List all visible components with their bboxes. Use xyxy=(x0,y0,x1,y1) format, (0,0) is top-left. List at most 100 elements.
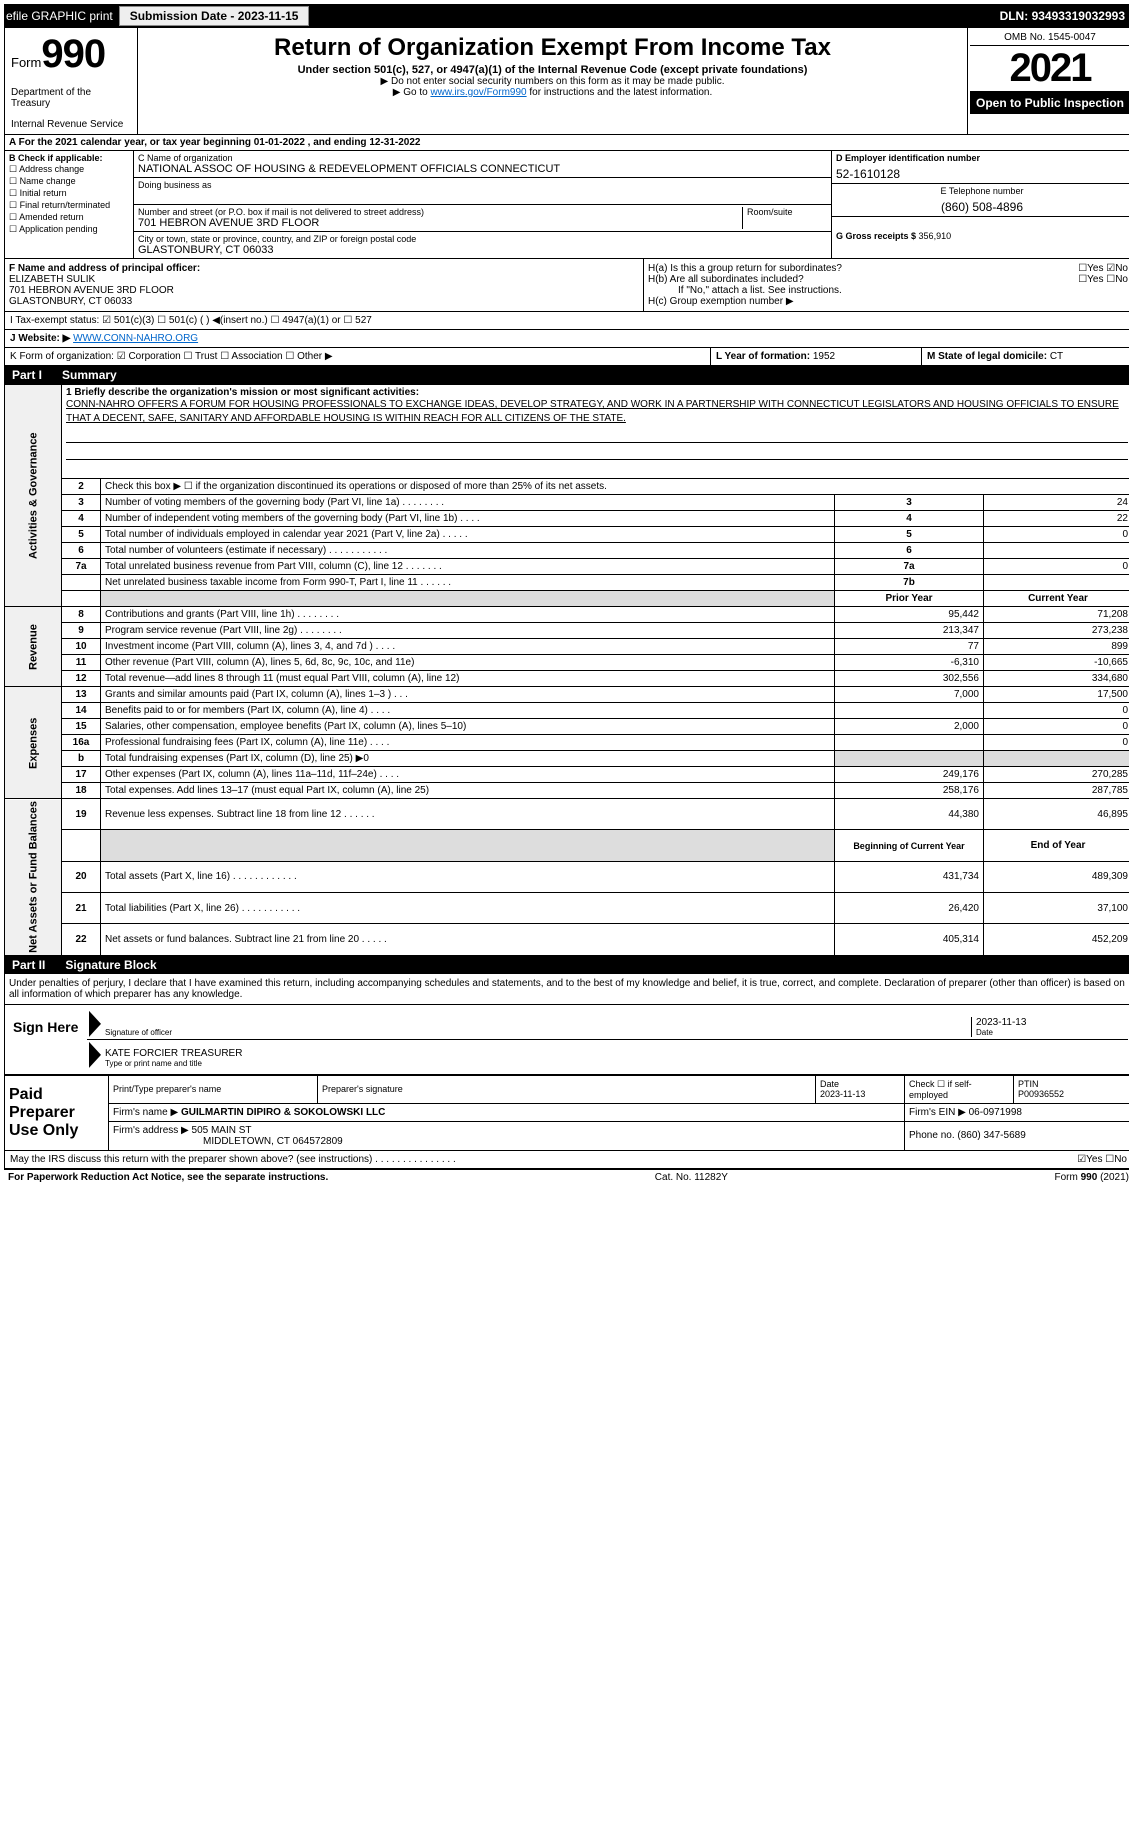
line-7b-value xyxy=(984,575,1129,591)
dept-label: Department of the Treasury xyxy=(11,87,131,109)
discuss-answer: ☑Yes ☐No xyxy=(1072,1151,1129,1168)
gross-label: G Gross receipts $ xyxy=(836,231,919,241)
section-revenue: Revenue xyxy=(5,607,62,687)
dba-label: Doing business as xyxy=(138,180,827,190)
footer-mid: Cat. No. 11282Y xyxy=(655,1172,728,1183)
j-website-row: J Website: ▶ WWW.CONN-NAHRO.ORG xyxy=(5,330,1129,347)
section-net-assets: Net Assets or Fund Balances xyxy=(5,799,62,956)
line-9-text: Program service revenue (Part VIII, line… xyxy=(101,623,835,639)
city-label: City or town, state or province, country… xyxy=(138,234,827,244)
irs-label: Internal Revenue Service xyxy=(11,119,131,130)
hb-answer: ☐Yes ☐No xyxy=(1078,274,1128,285)
mission-text: CONN-NAHRO OFFERS A FORUM FOR HOUSING PR… xyxy=(66,398,1128,426)
prior-year-header: Prior Year xyxy=(835,591,984,607)
line-7a-text: Total unrelated business revenue from Pa… xyxy=(101,559,835,575)
tel-label: E Telephone number xyxy=(836,186,1128,196)
officer-name-title: KATE FORCIER TREASURER xyxy=(105,1048,1126,1059)
line-8-prior: 95,442 xyxy=(835,607,984,623)
current-year-header: Current Year xyxy=(984,591,1129,607)
name-title-label: Type or print name and title xyxy=(105,1059,1126,1068)
instructions-link[interactable]: www.irs.gov/Form990 xyxy=(430,87,526,98)
col-b-checkboxes: B Check if applicable: ☐ Address change … xyxy=(5,151,134,258)
block-bcd: B Check if applicable: ☐ Address change … xyxy=(4,151,1129,259)
penalties-statement: Under penalties of perjury, I declare th… xyxy=(4,974,1129,1005)
ein-value: 52-1610128 xyxy=(836,167,1128,181)
line-8-text: Contributions and grants (Part VIII, lin… xyxy=(101,607,835,623)
form-note-2: ▶ Go to www.irs.gov/Form990 for instruct… xyxy=(142,87,963,98)
org-address: 701 HEBRON AVENUE 3RD FLOOR xyxy=(138,217,742,229)
sig-officer-label: Signature of officer xyxy=(105,1028,971,1037)
i-tax-exempt-row: I Tax-exempt status: ☑ 501(c)(3) ☐ 501(c… xyxy=(5,312,1129,329)
col-d-ein-tel: D Employer identification number 52-1610… xyxy=(831,151,1129,258)
check-application-pending[interactable]: ☐ Application pending xyxy=(9,224,129,235)
officer-addr2: GLASTONBURY, CT 06033 xyxy=(9,296,639,307)
firm-city: MIDDLETOWN, CT 064572809 xyxy=(203,1136,343,1147)
officer-name: ELIZABETH SULIK xyxy=(9,274,639,285)
part-2-header: Part II Signature Block xyxy=(4,956,1129,974)
form-title: Return of Organization Exempt From Incom… xyxy=(142,34,963,62)
omb-number: OMB No. 1545-0047 xyxy=(970,30,1129,46)
paid-preparer-table: Paid Preparer Use Only Print/Type prepar… xyxy=(4,1075,1129,1151)
officer-addr1: 701 HEBRON AVENUE 3RD FLOOR xyxy=(9,285,639,296)
summary-table: Activities & Governance 1 Briefly descri… xyxy=(4,384,1129,956)
line-4-text: Number of independent voting members of … xyxy=(101,511,835,527)
self-employed-check[interactable]: Check ☐ if self-employed xyxy=(905,1075,1014,1103)
line-5-value: 0 xyxy=(984,527,1129,543)
form-number: Form990 xyxy=(11,32,131,77)
addr-label: Number and street (or P.O. box if mail i… xyxy=(138,207,742,217)
line-7a-value: 0 xyxy=(984,559,1129,575)
check-final-return[interactable]: ☐ Final return/terminated xyxy=(9,200,129,211)
firm-address: 505 MAIN ST xyxy=(192,1125,252,1136)
beginning-year-header: Beginning of Current Year xyxy=(835,830,984,861)
end-year-header: End of Year xyxy=(984,830,1129,861)
prep-date-value: 2023-11-13 xyxy=(820,1089,865,1099)
line-19-text: Revenue less expenses. Subtract line 18 … xyxy=(101,799,835,830)
line-20-text: Total assets (Part X, line 16) . . . . .… xyxy=(101,861,835,892)
website-link[interactable]: WWW.CONN-NAHRO.ORG xyxy=(73,333,198,344)
line-10-text: Investment income (Part VIII, column (A)… xyxy=(101,639,835,655)
prep-sig-header: Preparer's signature xyxy=(318,1075,816,1103)
submission-date-button[interactable]: Submission Date - 2023-11-15 xyxy=(119,6,310,26)
m-state-domicile: M State of legal domicile: CT xyxy=(922,348,1129,365)
org-name-label: C Name of organization xyxy=(138,153,827,163)
ha-question: H(a) Is this a group return for subordin… xyxy=(648,263,842,274)
line-3-value: 24 xyxy=(984,495,1129,511)
paid-preparer-label: Paid Preparer Use Only xyxy=(5,1075,109,1150)
line-6-text: Total number of volunteers (estimate if … xyxy=(101,543,835,559)
efile-label: efile GRAPHIC print xyxy=(6,9,113,23)
line-14-text: Benefits paid to or for members (Part IX… xyxy=(101,703,835,719)
line-5-text: Total number of individuals employed in … xyxy=(101,527,835,543)
footer-left: For Paperwork Reduction Act Notice, see … xyxy=(8,1172,328,1183)
line-11-text: Other revenue (Part VIII, column (A), li… xyxy=(101,655,835,671)
line-21-text: Total liabilities (Part X, line 26) . . … xyxy=(101,893,835,924)
tax-year: 2021 xyxy=(970,46,1129,92)
check-address-change[interactable]: ☐ Address change xyxy=(9,164,129,175)
firm-phone: (860) 347-5689 xyxy=(957,1130,1025,1141)
line-2-text: Check this box ▶ ☐ if the organization d… xyxy=(101,479,1129,495)
check-initial-return[interactable]: ☐ Initial return xyxy=(9,188,129,199)
line-17-text: Other expenses (Part IX, column (A), lin… xyxy=(101,767,835,783)
line-8-current: 71,208 xyxy=(984,607,1129,623)
line-4-value: 22 xyxy=(984,511,1129,527)
org-name: NATIONAL ASSOC OF HOUSING & REDEVELOPMEN… xyxy=(138,163,827,175)
footer-right: Form 990 (2021) xyxy=(1055,1172,1129,1183)
hb-note: If "No," attach a list. See instructions… xyxy=(648,285,1128,296)
firm-ein: 06-0971998 xyxy=(969,1107,1022,1118)
discuss-question: May the IRS discuss this return with the… xyxy=(5,1151,461,1168)
line-15-text: Salaries, other compensation, employee b… xyxy=(101,719,835,735)
arrow-icon xyxy=(89,1042,101,1068)
room-suite-label: Room/suite xyxy=(742,207,827,229)
line-16b-text: Total fundraising expenses (Part IX, col… xyxy=(101,751,835,767)
line-12-text: Total revenue—add lines 8 through 11 (mu… xyxy=(101,671,835,687)
check-name-change[interactable]: ☐ Name change xyxy=(9,176,129,187)
arrow-icon xyxy=(89,1011,101,1037)
tel-value: (860) 508-4896 xyxy=(836,200,1128,214)
hc-label: H(c) Group exemption number ▶ xyxy=(648,296,1128,307)
mission-question: 1 Briefly describe the organization's mi… xyxy=(66,387,1128,398)
firm-name: GUILMARTIN DIPIRO & SOKOLOWSKI LLC xyxy=(181,1107,385,1118)
sign-here-block: Sign Here Signature of officer 2023-11-1… xyxy=(4,1005,1129,1075)
check-amended-return[interactable]: ☐ Amended return xyxy=(9,212,129,223)
sign-here-label: Sign Here xyxy=(9,1009,87,1070)
org-city: GLASTONBURY, CT 06033 xyxy=(138,244,827,256)
sig-date-label: Date xyxy=(976,1028,1126,1037)
